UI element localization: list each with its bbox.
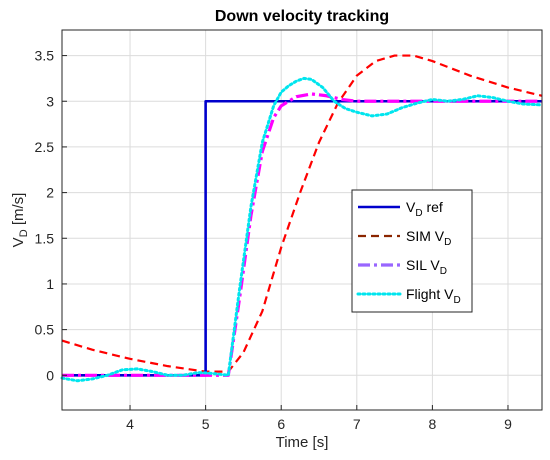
y-tick-label: 3 [46,93,54,109]
y-axis-label-sub: D [18,229,30,237]
y-tick-label: 1 [46,276,54,292]
y-tick-label: 0 [46,367,54,383]
legend-label-main: V [406,199,416,215]
y-tick-label: 2 [46,185,54,201]
legend-label-main: SIM V [406,228,445,244]
legend-label-main: Flight V [406,286,454,302]
y-axis-label-main: V [10,237,27,247]
series-line-3 [60,76,544,383]
x-tick-label: 5 [202,416,210,432]
chart-title: Down velocity tracking [215,8,389,25]
legend-label-3: Flight VD [406,286,461,306]
x-axis-label: Time [s] [276,434,329,451]
series-line-1 [61,54,543,373]
tick-layer: 4 5 6 7 8 9 0 0.5 1 1.5 2 2.5 3 3.5 [35,48,513,432]
y-tick-label: 1.5 [35,230,55,246]
x-tick-label: 6 [277,416,285,432]
legend-label-main: SIL V [406,257,440,273]
x-tick-label: 7 [353,416,361,432]
legend-label-sub: D [444,237,451,248]
plot-frame [61,29,543,411]
x-tick-label: 8 [428,416,436,432]
y-tick-label: 0.5 [35,322,55,338]
legend-label-suffix: ref [423,199,443,215]
legend-label-2: SIL VD [406,257,447,277]
x-tick-label: 9 [504,416,512,432]
legend-label-1: SIM VD [406,228,451,248]
legend-label-sub: D [440,266,447,277]
y-tick-label: 2.5 [35,139,55,155]
legend-box [351,189,473,313]
y-axis-label-unit: [m/s] [10,193,27,230]
legend-label-sub: D [453,295,460,306]
legend-label-0: VD ref [406,199,443,219]
series-layer [60,54,544,383]
legend-label-sub: D [415,208,422,219]
y-axis-label: VD [m/s] [10,193,30,248]
y-tick-label: 3.5 [35,48,55,64]
x-tick-label: 4 [126,416,134,432]
